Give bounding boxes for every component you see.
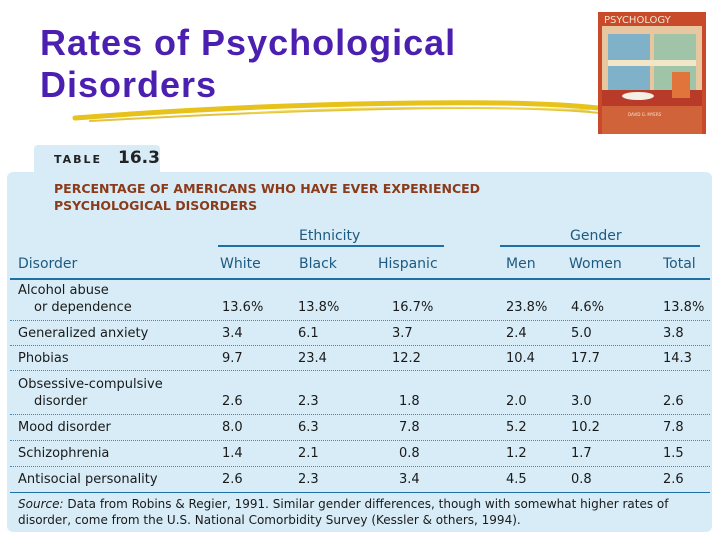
slide-title-line-2: Disorders	[40, 64, 218, 105]
row-divider	[10, 466, 710, 467]
cell-total: 13.8%	[663, 300, 705, 315]
cell-black: 23.4	[298, 351, 327, 366]
row-label: Mood disorder	[18, 420, 111, 435]
cell-men: 1.2	[506, 446, 527, 461]
header-rule	[10, 278, 710, 280]
cell-total: 2.6	[663, 394, 684, 409]
cell-hispanic: 1.8	[399, 394, 420, 409]
cell-women: 4.6%	[571, 300, 605, 315]
source-text: Data from Robins & Regier, 1991. Similar…	[18, 497, 669, 527]
cell-white: 2.6	[222, 394, 243, 409]
row-divider	[10, 440, 710, 441]
row-label: Generalized anxiety	[18, 326, 149, 341]
cell-black: 6.3	[298, 420, 319, 435]
row-label-continued: or dependence	[34, 300, 132, 315]
table-number-tab: TABLE 16.3	[34, 145, 160, 175]
cell-hispanic: 3.7	[392, 326, 413, 341]
row-label: Antisocial personality	[18, 472, 158, 487]
cell-total: 2.6	[663, 472, 684, 487]
cell-women: 3.0	[571, 394, 592, 409]
cell-total: 7.8	[663, 420, 684, 435]
cell-hispanic: 7.8	[399, 420, 420, 435]
cell-men: 2.0	[506, 394, 527, 409]
book-cover-author: DAVID G. MYERS	[628, 112, 662, 117]
table-caption-line-1: PERCENTAGE OF AMERICANS WHO HAVE EVER EX…	[54, 181, 481, 196]
cell-hispanic: 16.7%	[392, 300, 434, 315]
cell-men: 23.8%	[506, 300, 548, 315]
cell-women: 10.2	[571, 420, 600, 435]
row-divider	[10, 370, 710, 371]
source-label: Source:	[18, 497, 64, 511]
cell-white: 13.6%	[222, 300, 264, 315]
row-label-continued: disorder	[34, 394, 88, 409]
column-header-disorder: Disorder	[18, 256, 78, 272]
column-header-men: Men	[506, 256, 536, 272]
cell-hispanic: 12.2	[392, 351, 421, 366]
cell-total: 1.5	[663, 446, 684, 461]
cell-white: 1.4	[222, 446, 243, 461]
column-header-white: White	[220, 256, 261, 272]
cell-women: 0.8	[571, 472, 592, 487]
row-divider	[10, 414, 710, 415]
row-divider	[10, 320, 710, 321]
group-header-gender: Gender	[570, 228, 622, 244]
column-header-hispanic: Hispanic	[378, 256, 438, 272]
cell-men: 4.5	[506, 472, 527, 487]
cell-white: 3.4	[222, 326, 243, 341]
cell-women: 5.0	[571, 326, 592, 341]
row-divider	[10, 345, 710, 346]
group-header-ethnicity: Ethnicity	[299, 228, 361, 244]
cell-black: 2.3	[298, 472, 319, 487]
table-source-note: Source: Data from Robins & Regier, 1991.…	[18, 496, 708, 528]
cell-white: 9.7	[222, 351, 243, 366]
book-cover-image: PSYCHOLOGY DAVID G. MYERS	[598, 12, 706, 134]
column-header-total: Total	[663, 256, 696, 272]
cell-men: 5.2	[506, 420, 527, 435]
row-label: Obsessive-compulsive	[18, 377, 163, 392]
group-rule-ethnicity	[218, 245, 444, 247]
column-header-women: Women	[569, 256, 622, 272]
table-label: TABLE	[54, 153, 103, 166]
table-panel	[7, 172, 712, 532]
cell-black: 2.3	[298, 394, 319, 409]
row-label: Phobias	[18, 351, 69, 366]
cell-total: 14.3	[663, 351, 692, 366]
row-label: Alcohol abuse	[18, 283, 109, 298]
title-underline-stroke	[72, 100, 601, 122]
cell-women: 1.7	[571, 446, 592, 461]
table-number: 16.3	[118, 148, 160, 168]
column-header-black: Black	[299, 256, 337, 272]
cell-total: 3.8	[663, 326, 684, 341]
cell-black: 2.1	[298, 446, 319, 461]
cell-men: 10.4	[506, 351, 535, 366]
table-bottom-rule	[10, 492, 710, 493]
cell-white: 2.6	[222, 472, 243, 487]
table-caption-line-2: PSYCHOLOGICAL DISORDERS	[54, 198, 258, 213]
row-label: Schizophrenia	[18, 446, 110, 461]
group-rule-gender	[500, 245, 700, 247]
table-caption: PERCENTAGE OF AMERICANS WHO HAVE EVER EX…	[54, 180, 480, 214]
slide-title: Rates of Psychological Disorders	[40, 22, 456, 106]
cell-white: 8.0	[222, 420, 243, 435]
cell-black: 6.1	[298, 326, 319, 341]
cell-black: 13.8%	[298, 300, 340, 315]
cell-hispanic: 3.4	[399, 472, 420, 487]
book-cover-title: PSYCHOLOGY	[604, 15, 672, 26]
cell-women: 17.7	[571, 351, 600, 366]
slide-title-line-1: Rates of Psychological	[40, 22, 457, 63]
cell-men: 2.4	[506, 326, 527, 341]
cell-hispanic: 0.8	[399, 446, 420, 461]
